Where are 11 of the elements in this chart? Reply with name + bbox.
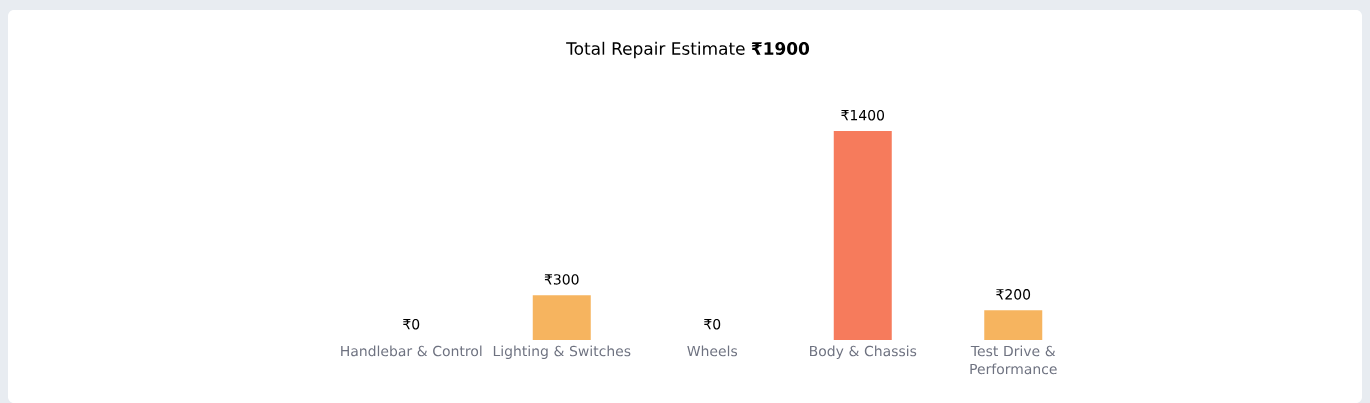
x-tick-label: Test Drive & Performance	[970, 345, 1057, 375]
x-tick-label: Handlebar & Control	[341, 345, 482, 357]
data-label: ₹300	[544, 274, 579, 285]
x-tick-label: Body & Chassis	[810, 345, 917, 360]
x-tick-label: Lighting & Switches	[493, 345, 631, 360]
x-tick-label: Wheels	[687, 345, 738, 357]
chart-title: Total Repair Estimate ₹1900	[566, 41, 810, 59]
data-label: ₹1400	[841, 109, 885, 121]
data-label: ₹0	[704, 318, 721, 330]
data-label: ₹200	[996, 289, 1031, 300]
data-label: ₹0	[403, 318, 420, 330]
